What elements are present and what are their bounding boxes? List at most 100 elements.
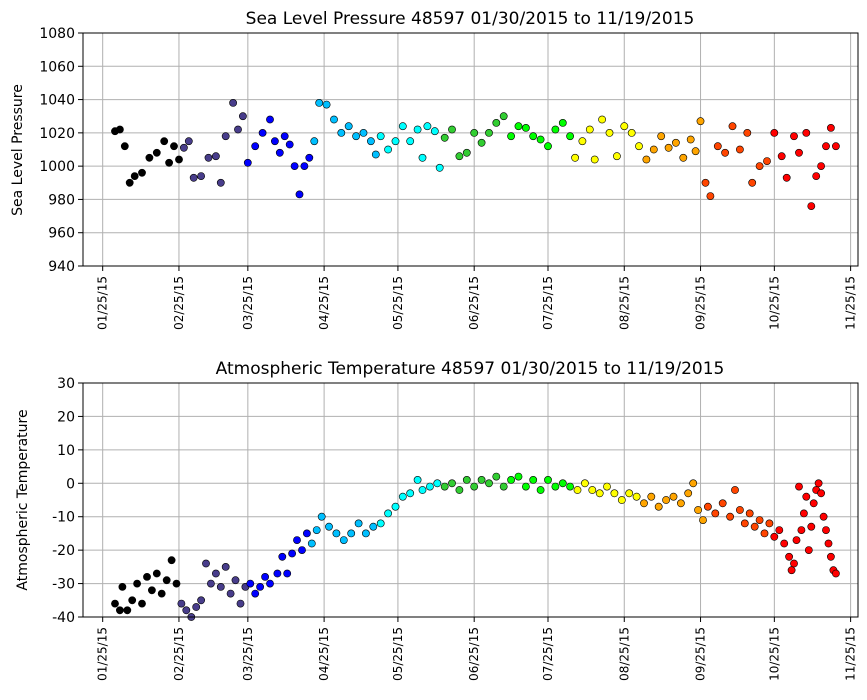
data-point — [283, 569, 292, 578]
data-point — [610, 489, 619, 498]
x-tick-label: 08/25/15 — [617, 276, 631, 330]
data-point — [699, 516, 707, 524]
data-point — [544, 475, 552, 484]
data-point — [238, 112, 247, 121]
data-point — [256, 583, 264, 591]
data-series — [111, 99, 840, 210]
x-tick-label: 03/25/15 — [241, 276, 255, 330]
y-tick-label: 940 — [48, 259, 75, 275]
y-tick-label: 960 — [48, 226, 75, 242]
data-point — [669, 492, 678, 501]
data-point — [814, 479, 823, 488]
data-point — [376, 519, 385, 528]
data-point — [755, 516, 764, 524]
data-point — [544, 142, 552, 151]
data-point — [748, 178, 757, 187]
data-point — [551, 482, 560, 491]
data-point — [128, 596, 137, 605]
data-point — [802, 128, 811, 137]
data-point — [832, 569, 840, 578]
data-point — [177, 599, 186, 608]
data-point — [202, 559, 210, 568]
data-point — [635, 142, 643, 151]
x-tick-label: 09/25/15 — [694, 627, 708, 681]
y-tick-label: 20 — [57, 409, 75, 425]
data-point — [288, 549, 296, 558]
data-point — [522, 124, 530, 132]
y-axis-label: Sea Level Pressure — [10, 84, 26, 216]
data-point — [617, 496, 626, 504]
data-point — [418, 153, 427, 162]
data-point — [337, 128, 346, 137]
data-point — [366, 137, 375, 146]
data-point — [785, 552, 793, 561]
data-point — [300, 162, 309, 170]
data-point — [571, 153, 579, 162]
data-point — [398, 492, 407, 501]
y-tick-label: 30 — [57, 376, 75, 392]
data-point — [470, 482, 479, 491]
data-point — [221, 132, 230, 141]
data-point — [315, 99, 324, 107]
x-tick-label: 05/25/15 — [391, 276, 405, 330]
data-point — [649, 145, 658, 154]
data-point — [590, 155, 599, 164]
data-point — [763, 157, 771, 165]
data-point — [111, 599, 119, 608]
data-point — [275, 148, 284, 157]
data-point — [701, 178, 710, 187]
x-tick-label: 04/25/15 — [317, 627, 331, 681]
data-point — [258, 128, 267, 137]
data-point — [430, 127, 439, 136]
data-point — [477, 138, 486, 147]
data-point — [640, 499, 648, 508]
data-point — [792, 536, 801, 544]
data-point — [406, 137, 415, 146]
x-tick-label: 11/25/15 — [844, 627, 858, 681]
data-point — [243, 158, 252, 167]
data-point — [613, 152, 621, 161]
data-point — [152, 569, 161, 578]
data-point — [807, 522, 816, 531]
data-point — [578, 137, 587, 146]
data-point — [790, 132, 798, 141]
data-point — [143, 573, 151, 581]
x-tick-label: 02/25/15 — [172, 276, 186, 330]
data-point — [211, 569, 220, 578]
data-point — [413, 125, 422, 134]
data-point — [647, 492, 656, 501]
x-tick-label: 01/25/15 — [96, 627, 110, 681]
data-point — [425, 482, 434, 491]
data-point — [760, 529, 769, 538]
data-point — [330, 115, 338, 124]
data-point — [514, 472, 523, 481]
data-point — [731, 486, 739, 494]
data-point — [192, 603, 201, 611]
data-point — [251, 589, 260, 598]
data-point — [740, 519, 749, 528]
data-point — [226, 589, 235, 598]
data-point — [706, 192, 715, 200]
data-point — [822, 142, 830, 151]
data-point — [664, 143, 673, 152]
data-point — [777, 152, 786, 161]
data-point — [130, 172, 139, 180]
data-point — [718, 499, 727, 508]
data-point — [603, 482, 611, 491]
x-tick-label: 07/25/15 — [541, 627, 555, 681]
data-point — [790, 559, 798, 568]
data-point — [551, 125, 560, 134]
x-tick-label: 09/25/15 — [694, 276, 708, 330]
data-point — [620, 122, 629, 131]
data-point — [369, 522, 378, 531]
data-point — [302, 529, 311, 538]
data-point — [339, 536, 348, 544]
data-point — [492, 472, 501, 481]
data-point — [354, 519, 363, 528]
data-point — [261, 573, 269, 581]
data-point — [307, 539, 316, 548]
data-point — [745, 509, 754, 518]
data-point — [573, 486, 582, 494]
data-point — [352, 132, 360, 141]
data-point — [632, 492, 641, 501]
